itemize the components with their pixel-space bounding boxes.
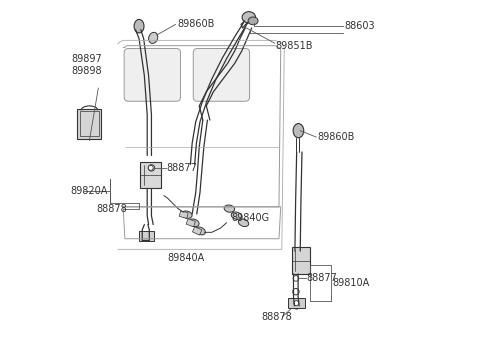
Text: 89860B: 89860B bbox=[177, 19, 215, 29]
Text: 88877: 88877 bbox=[307, 273, 337, 283]
Bar bbox=[139, 231, 154, 241]
Bar bbox=[140, 162, 161, 188]
Ellipse shape bbox=[239, 219, 249, 227]
Text: 89840A: 89840A bbox=[168, 253, 204, 263]
Text: 88878: 88878 bbox=[96, 203, 127, 213]
Text: 89897
89898: 89897 89898 bbox=[72, 54, 103, 76]
Text: 89851B: 89851B bbox=[276, 41, 313, 51]
Text: 89820A: 89820A bbox=[70, 186, 108, 196]
Circle shape bbox=[148, 165, 155, 171]
Circle shape bbox=[294, 301, 299, 306]
Ellipse shape bbox=[134, 19, 144, 33]
FancyBboxPatch shape bbox=[124, 49, 180, 101]
Ellipse shape bbox=[195, 227, 205, 235]
Circle shape bbox=[293, 303, 300, 309]
Bar bbox=[80, 111, 99, 136]
Ellipse shape bbox=[231, 212, 241, 220]
Bar bbox=[192, 227, 202, 235]
Ellipse shape bbox=[242, 12, 255, 23]
FancyBboxPatch shape bbox=[193, 49, 250, 101]
Ellipse shape bbox=[224, 205, 235, 212]
Text: 88877: 88877 bbox=[167, 163, 198, 173]
Bar bbox=[288, 298, 305, 308]
Bar bbox=[186, 219, 195, 227]
Ellipse shape bbox=[189, 219, 199, 227]
Text: 88878: 88878 bbox=[261, 312, 292, 322]
Bar bbox=[77, 109, 101, 139]
Bar bbox=[292, 247, 310, 274]
Bar bbox=[179, 211, 188, 218]
Text: 89840G: 89840G bbox=[231, 213, 269, 223]
Ellipse shape bbox=[181, 211, 192, 218]
Circle shape bbox=[148, 165, 153, 170]
Text: 89810A: 89810A bbox=[333, 278, 370, 288]
Ellipse shape bbox=[248, 17, 258, 25]
Text: 88603: 88603 bbox=[345, 21, 375, 31]
Circle shape bbox=[293, 276, 299, 281]
Circle shape bbox=[293, 288, 299, 295]
Text: 89860B: 89860B bbox=[317, 132, 355, 142]
Ellipse shape bbox=[293, 124, 304, 138]
Ellipse shape bbox=[149, 32, 158, 44]
